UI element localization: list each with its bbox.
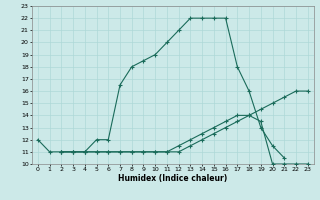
X-axis label: Humidex (Indice chaleur): Humidex (Indice chaleur) — [118, 174, 228, 183]
